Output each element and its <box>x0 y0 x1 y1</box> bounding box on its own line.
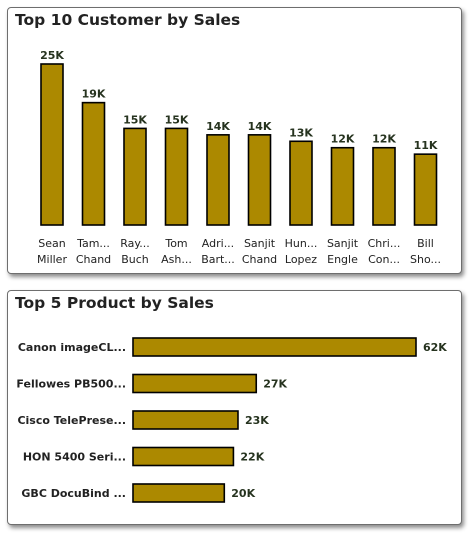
customer-data-label-7: 13K <box>289 126 313 139</box>
product-bar-2 <box>132 373 258 394</box>
customer-bar-4 <box>164 127 189 226</box>
customer-category-label-1-line-1: Sean <box>38 237 65 250</box>
product-bar-5 <box>132 483 226 503</box>
customer-bar-5 <box>206 134 230 226</box>
customer-sales-panel: Top 10 Customer by Sales 25K Sean Miller 19… <box>7 7 462 274</box>
product-category-label-2: Fellowes PB500... <box>16 378 126 391</box>
product-bar-chart: 62K Canon imageCL... 27K Fellowes PB500... 2… <box>16 337 447 503</box>
product-data-label-1: 62K <box>423 341 447 354</box>
customer-bar-10 <box>413 153 438 226</box>
customer-data-label-4: 15K <box>165 113 189 126</box>
customer-category-label-3-line-1: Ray... <box>120 237 150 250</box>
product-data-label-5: 20K <box>231 487 255 500</box>
customer-bar-6 <box>247 134 272 226</box>
customer-bar-7 <box>289 140 313 226</box>
customer-category-label-10-line-1: Bill <box>417 237 434 250</box>
customer-bar-3 <box>123 127 147 226</box>
customer-data-label-9: 12K <box>372 133 396 146</box>
product-data-label-3: 23K <box>245 414 269 427</box>
product-chart-title: Top 5 Product by Sales <box>15 294 214 312</box>
customer-data-label-1: 25K <box>40 49 64 62</box>
customer-bar-1 <box>40 63 64 226</box>
customer-category-label-4-line-2: Ash... <box>161 253 192 266</box>
customer-data-label-5: 14K <box>206 120 230 133</box>
customer-category-label-9-line-2: Con... <box>368 253 400 266</box>
customer-category-label-6-line-1: Sanjit <box>244 237 276 250</box>
customer-category-label-4-line-1: Tom <box>164 237 187 250</box>
product-data-label-4: 22K <box>240 451 264 464</box>
customer-category-label-8-line-2: Engle <box>327 253 358 266</box>
customer-data-label-8: 12K <box>331 133 355 146</box>
customer-category-label-5-line-1: Adri... <box>202 237 234 250</box>
product-category-label-4: HON 5400 Seri... <box>23 451 126 464</box>
customer-category-label-2-line-1: Tam... <box>76 237 110 250</box>
product-bar-3 <box>132 410 239 430</box>
customer-category-label-7-line-2: Lopez <box>285 253 317 266</box>
product-category-label-3: Cisco TelePrese... <box>17 414 126 427</box>
customer-bar-2 <box>81 101 106 226</box>
customer-data-label-3: 15K <box>123 113 147 126</box>
customer-category-label-1-line-2: Miller <box>37 253 67 266</box>
product-bar-4 <box>132 446 235 467</box>
customer-bar-chart: 25K Sean Miller 19K Tam... Chand 15K Ray... Buch… <box>37 49 441 266</box>
customer-category-label-10-line-2: Sho... <box>410 253 441 266</box>
customer-data-label-2: 19K <box>82 88 106 101</box>
customer-bar-9 <box>372 146 396 226</box>
customer-data-label-6: 14K <box>248 120 272 133</box>
customer-chart-title: Top 10 Customer by Sales <box>15 11 241 29</box>
customer-category-label-2-line-2: Chand <box>76 253 111 266</box>
customer-category-label-5-line-2: Bart... <box>201 253 235 266</box>
customer-category-label-9-line-1: Chri... <box>368 237 401 250</box>
customer-category-label-3-line-2: Buch <box>121 253 149 266</box>
product-bar-1 <box>132 337 417 357</box>
customer-bar-8 <box>330 146 355 226</box>
customer-data-label-10: 11K <box>414 139 438 152</box>
product-data-label-2: 27K <box>263 378 287 391</box>
customer-category-label-8-line-1: Sanjit <box>327 237 359 250</box>
product-category-label-1: Canon imageCL... <box>18 341 126 354</box>
product-category-label-5: GBC DocuBind ... <box>21 487 126 500</box>
customer-category-label-6-line-2: Chand <box>242 253 277 266</box>
customer-category-label-7-line-1: Hun... <box>285 237 318 250</box>
product-sales-panel: Top 5 Product by Sales 62K Canon imageCL.… <box>7 290 462 525</box>
